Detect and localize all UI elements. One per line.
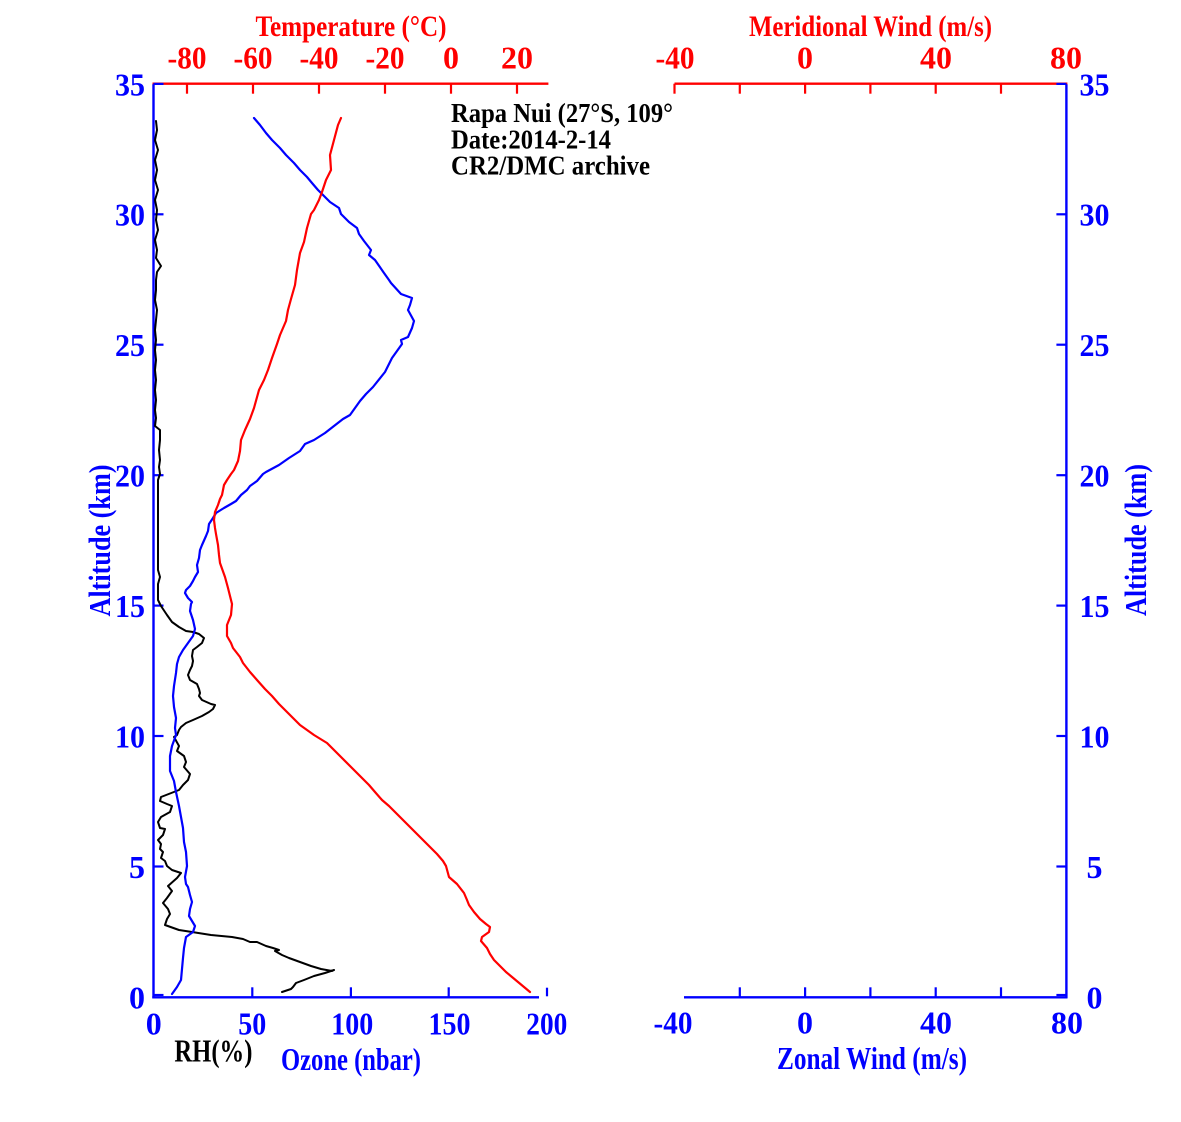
svg-text:20: 20 xyxy=(115,458,145,494)
svg-text:Zonal Wind (m/s): Zonal Wind (m/s) xyxy=(777,1040,967,1076)
svg-text:0: 0 xyxy=(1087,979,1103,1015)
svg-text:30: 30 xyxy=(1080,197,1110,233)
svg-text:-40: -40 xyxy=(300,40,339,76)
svg-text:40: 40 xyxy=(920,1005,952,1041)
svg-text:15: 15 xyxy=(1080,588,1110,624)
svg-text:RH(%): RH(%) xyxy=(174,1033,252,1069)
svg-text:0: 0 xyxy=(129,979,145,1015)
svg-text:50: 50 xyxy=(238,1006,266,1042)
svg-text:100: 100 xyxy=(331,1006,373,1042)
svg-text:20: 20 xyxy=(501,40,533,76)
svg-text:Rapa Nui (27°S, 109°: Rapa Nui (27°S, 109° xyxy=(451,98,673,128)
svg-text:10: 10 xyxy=(1080,718,1110,754)
svg-text:150: 150 xyxy=(429,1006,471,1042)
svg-text:-40: -40 xyxy=(656,40,695,76)
svg-text:Meridional Wind (m/s): Meridional Wind (m/s) xyxy=(749,10,992,43)
svg-text:0: 0 xyxy=(146,1006,162,1042)
svg-text:Temperature (°C): Temperature (°C) xyxy=(256,10,447,43)
svg-text:80: 80 xyxy=(1051,1005,1083,1041)
svg-text:30: 30 xyxy=(115,197,145,233)
svg-text:Date:2014-2-14: Date:2014-2-14 xyxy=(451,124,611,154)
svg-text:0: 0 xyxy=(797,1005,813,1041)
svg-text:40: 40 xyxy=(920,40,952,76)
svg-text:-20: -20 xyxy=(366,40,405,76)
svg-text:35: 35 xyxy=(115,66,145,102)
svg-text:CR2/DMC archive: CR2/DMC archive xyxy=(451,151,650,181)
svg-text:Altitude (km): Altitude (km) xyxy=(82,465,117,617)
svg-text:5: 5 xyxy=(129,849,145,885)
svg-text:0: 0 xyxy=(443,40,459,76)
svg-text:20: 20 xyxy=(1080,458,1110,494)
svg-text:-60: -60 xyxy=(234,40,273,76)
svg-text:25: 25 xyxy=(1080,327,1110,363)
svg-text:25: 25 xyxy=(115,327,145,363)
svg-text:0: 0 xyxy=(797,40,813,76)
svg-text:10: 10 xyxy=(115,718,145,754)
svg-text:Ozone (nbar): Ozone (nbar) xyxy=(281,1041,421,1077)
svg-text:35: 35 xyxy=(1080,66,1110,102)
svg-text:-80: -80 xyxy=(168,40,207,76)
svg-text:200: 200 xyxy=(526,1006,567,1042)
svg-text:5: 5 xyxy=(1087,849,1103,885)
svg-text:-40: -40 xyxy=(654,1005,693,1041)
svg-text:15: 15 xyxy=(115,588,145,624)
svg-text:80: 80 xyxy=(1050,40,1082,76)
svg-text:Altitude (km): Altitude (km) xyxy=(1118,464,1153,616)
